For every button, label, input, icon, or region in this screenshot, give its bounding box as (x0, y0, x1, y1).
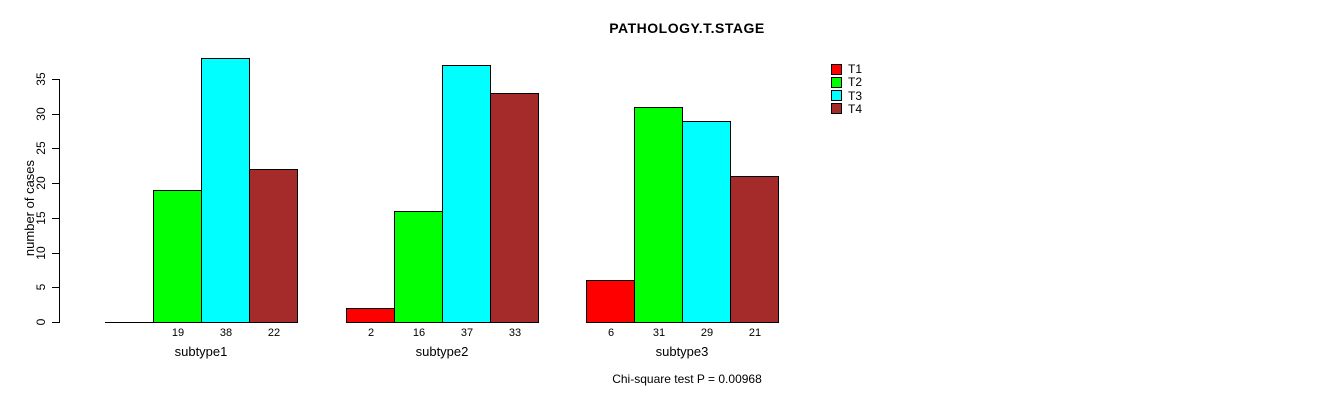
bar-value-label: 31 (652, 327, 666, 339)
bar-T1-subtype2 (346, 308, 395, 323)
bar-value-label: 16 (412, 327, 426, 339)
legend-label: T3 (848, 88, 863, 103)
legend-item-T1: T1 (831, 63, 862, 75)
legend-swatch (831, 90, 842, 102)
bar-value-label: 19 (171, 327, 185, 339)
bar-T1-subtype3 (586, 280, 635, 323)
bar-T4-subtype1 (249, 169, 298, 323)
y-tick (52, 183, 59, 184)
y-tick (52, 148, 59, 149)
bar-value-label: 2 (367, 327, 375, 339)
bar-T2-subtype1 (153, 190, 202, 323)
bar-T3-subtype3 (682, 121, 731, 323)
y-tick-label: 30 (34, 107, 48, 121)
legend-swatch (831, 76, 842, 88)
legend-label: T4 (848, 101, 863, 116)
bar-value-label: 33 (508, 327, 522, 339)
bar-T3-subtype1 (201, 58, 250, 323)
bar-T2-subtype2 (394, 211, 443, 323)
y-tick-label: 25 (34, 141, 48, 155)
legend-item-T3: T3 (831, 90, 862, 102)
y-tick (52, 218, 59, 219)
y-tick (52, 322, 59, 323)
legend-item-T2: T2 (831, 76, 862, 88)
bar-value-label: 37 (460, 327, 474, 339)
bar-value-label: 6 (607, 327, 615, 339)
bar-T3-subtype2 (442, 65, 491, 323)
chi-square-annotation: Chi-square test P = 0.00968 (612, 372, 762, 386)
y-tick-label: 0 (34, 318, 48, 326)
y-tick-label: 5 (34, 283, 48, 291)
legend-item-T4: T4 (831, 103, 862, 115)
legend-label: T1 (848, 62, 863, 76)
y-tick (52, 287, 59, 288)
chart-title: PATHOLOGY.T.STAGE (609, 20, 765, 36)
bar-T4-subtype2 (490, 93, 539, 323)
bar-value-label: 29 (700, 327, 714, 339)
x-category-label-subtype2: subtype2 (415, 344, 469, 359)
bar-T4-subtype3 (730, 176, 779, 323)
y-tick-label: 20 (34, 176, 48, 190)
legend-swatch (831, 63, 842, 75)
bar-T1-subtype1 (105, 322, 154, 323)
bar-value-label: 21 (748, 327, 762, 339)
x-category-label-subtype1: subtype1 (174, 344, 228, 359)
y-axis-line (59, 79, 60, 323)
bar-value-label: 22 (267, 327, 281, 339)
legend-label: T2 (848, 75, 863, 90)
y-tick (52, 114, 59, 115)
y-tick (52, 79, 59, 80)
y-tick (52, 253, 59, 254)
y-tick-label: 15 (34, 211, 48, 225)
y-tick-label: 10 (34, 246, 48, 260)
y-tick-label: 35 (34, 72, 48, 86)
bar-T2-subtype3 (634, 107, 683, 323)
legend-swatch (831, 103, 842, 115)
x-category-label-subtype3: subtype3 (655, 344, 709, 359)
bar-value-label: 38 (219, 327, 233, 339)
